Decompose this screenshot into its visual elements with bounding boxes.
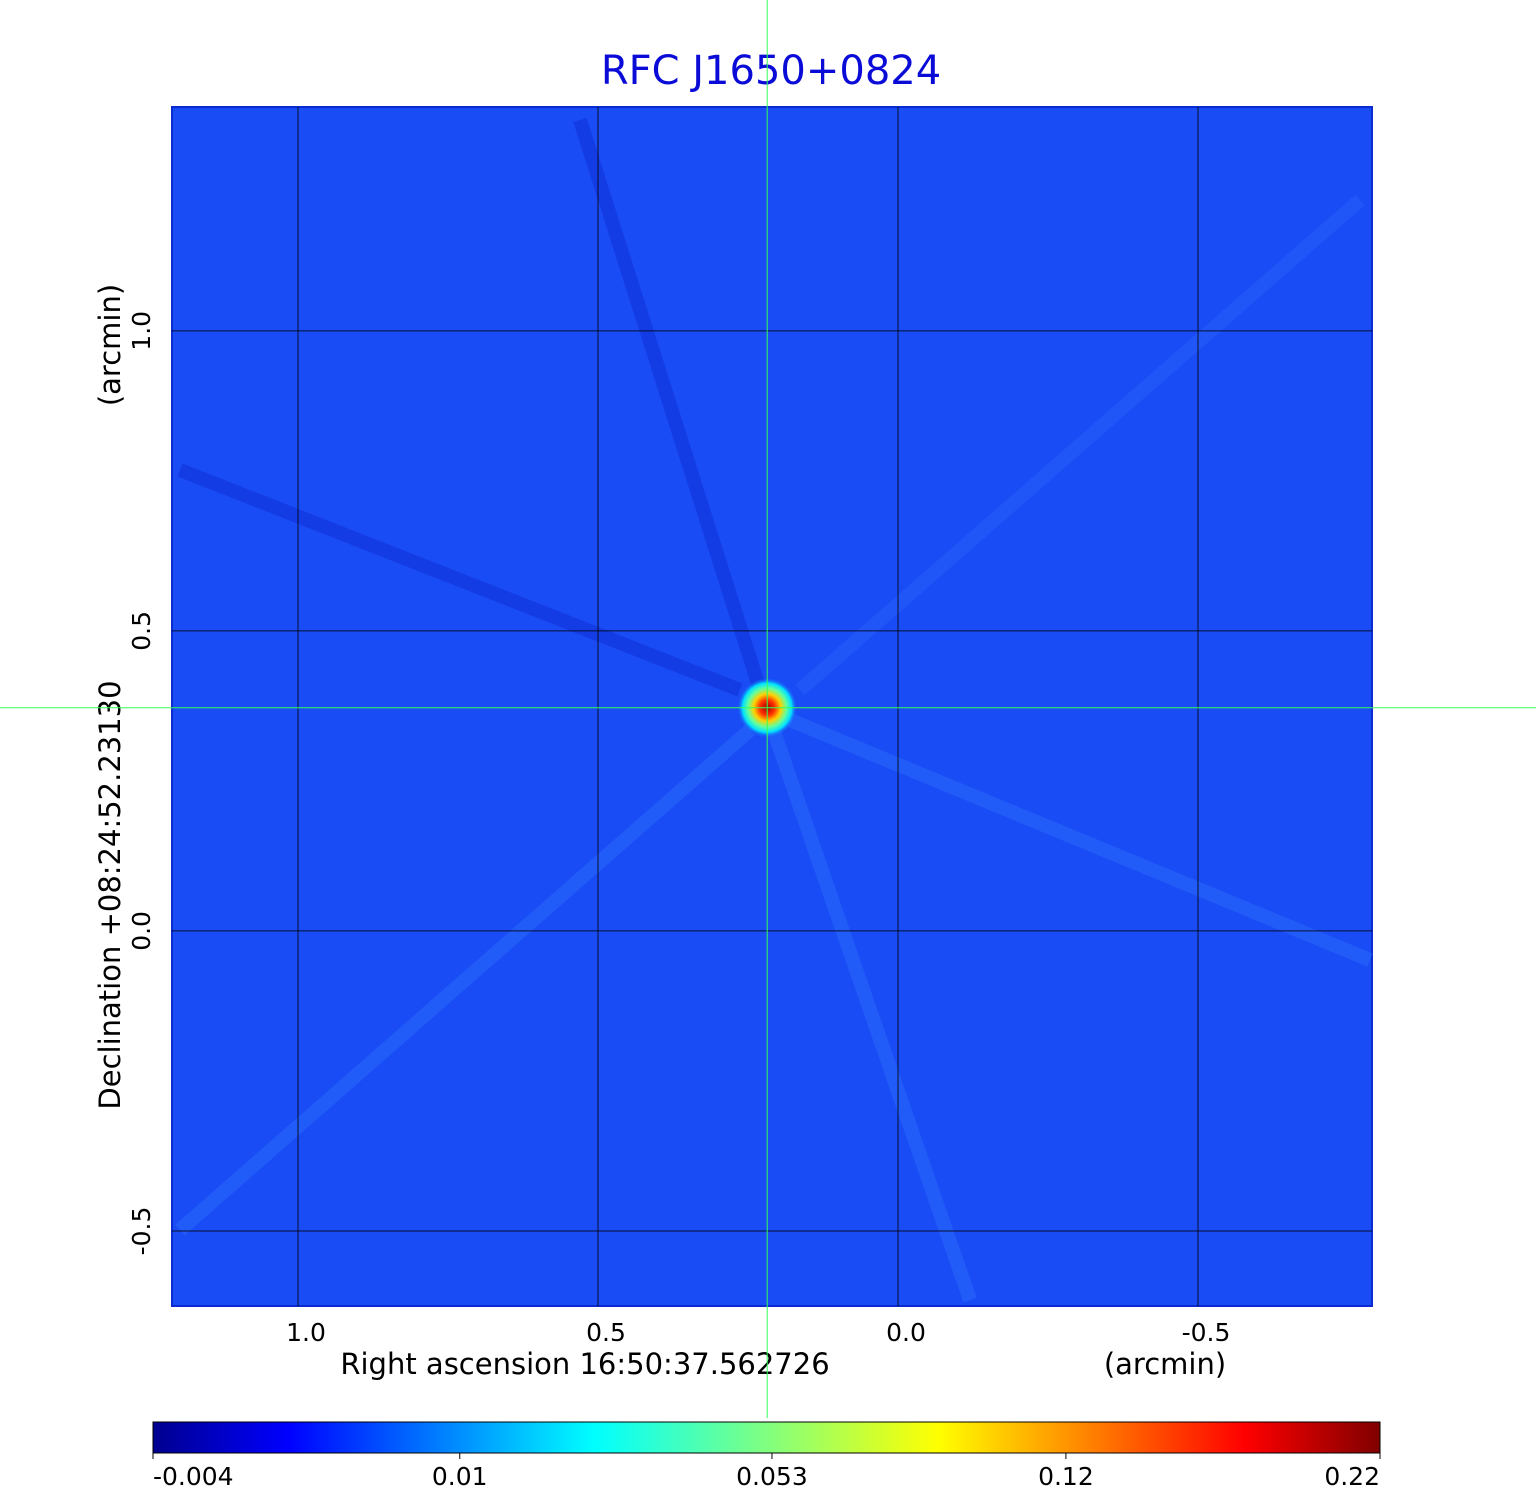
colorbar-tick-label: 0.01: [432, 1462, 488, 1491]
colorbar-tick-label: 0.22: [1324, 1462, 1380, 1491]
colorbar-tick-label: 0.12: [1038, 1462, 1094, 1491]
x-tick-label: 1.0: [286, 1318, 326, 1347]
y-tick-label: 0.5: [127, 611, 156, 651]
colorbar-tick-label: -0.004: [153, 1462, 234, 1491]
x-axis-units: (arcmin): [1104, 1347, 1226, 1381]
x-tick-label: 0.5: [586, 1318, 626, 1347]
y-tick-label: 0.0: [127, 911, 156, 951]
chart-title: RFC J1650+0824: [601, 48, 941, 94]
y-tick-label: -0.5: [127, 1207, 156, 1256]
y-tick-label: 1.0: [127, 311, 156, 351]
y-axis-units: (arcmin): [93, 284, 127, 406]
colorbar: [152, 1421, 1381, 1454]
marks: [172, 107, 1372, 1306]
sidelobe-streaks: [175, 117, 1373, 1303]
y-axis-label: Declination +08:24:52.23130: [93, 680, 127, 1109]
x-axis-label: Right ascension 16:50:37.562726: [340, 1347, 829, 1381]
x-tick-label: -0.5: [1182, 1318, 1231, 1347]
x-tick-label: 0.0: [886, 1318, 926, 1347]
colorbar-tick-label: 0.053: [736, 1462, 808, 1491]
